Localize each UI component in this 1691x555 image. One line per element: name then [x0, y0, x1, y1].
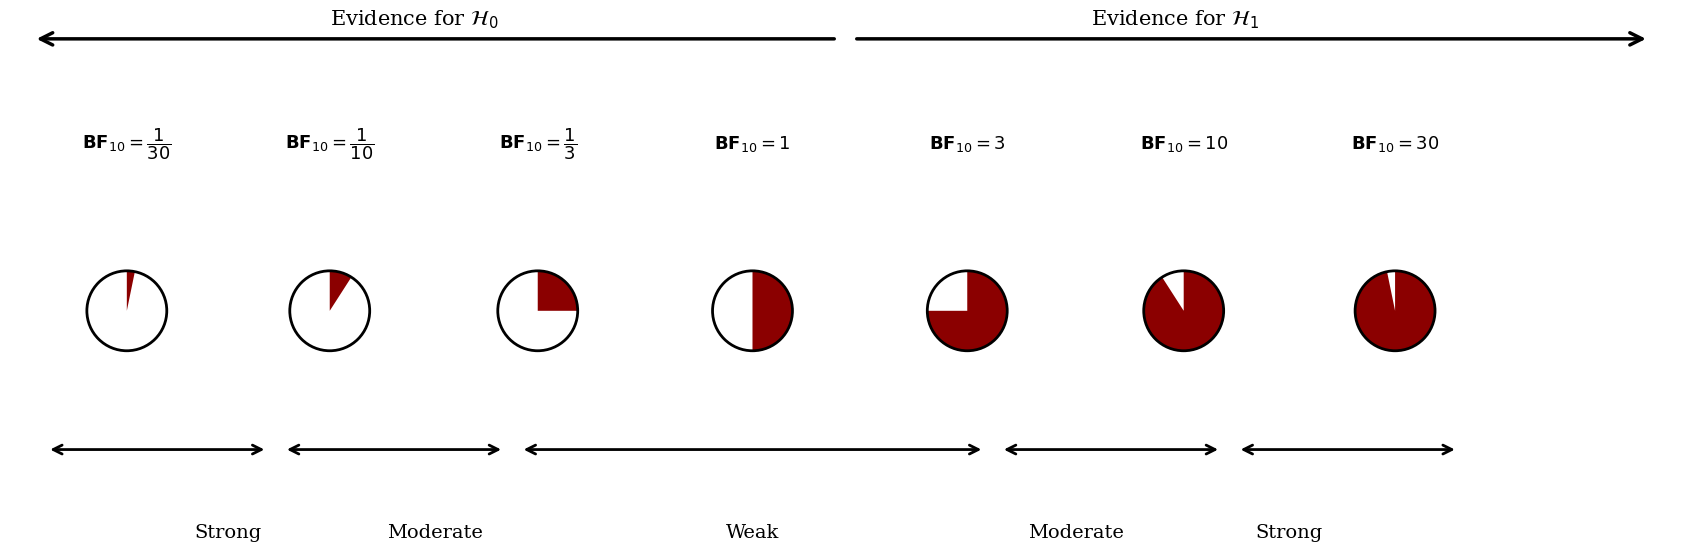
Text: Moderate: Moderate [1028, 524, 1123, 542]
Polygon shape [330, 271, 352, 311]
Text: $\mathbf{BF}_{10} = 1$: $\mathbf{BF}_{10} = 1$ [714, 134, 791, 154]
Polygon shape [752, 271, 793, 351]
Polygon shape [927, 271, 1008, 351]
Text: $\mathbf{BF}_{10} = \dfrac{1}{3}$: $\mathbf{BF}_{10} = \dfrac{1}{3}$ [499, 127, 577, 162]
Ellipse shape [289, 271, 370, 351]
Polygon shape [538, 271, 578, 311]
Text: $\mathbf{BF}_{10} = 3$: $\mathbf{BF}_{10} = 3$ [928, 134, 1006, 154]
Polygon shape [1143, 271, 1224, 351]
Text: Weak: Weak [725, 524, 780, 542]
Ellipse shape [1143, 271, 1224, 351]
Ellipse shape [497, 271, 578, 351]
Text: Evidence for $\mathcal{H}_1$: Evidence for $\mathcal{H}_1$ [1091, 8, 1260, 31]
Text: Strong: Strong [1255, 524, 1322, 542]
Ellipse shape [1354, 271, 1436, 351]
Ellipse shape [927, 271, 1008, 351]
Text: Evidence for $\mathcal{H}_0$: Evidence for $\mathcal{H}_0$ [330, 8, 499, 31]
Polygon shape [127, 271, 135, 311]
Text: $\mathbf{BF}_{10} = \dfrac{1}{10}$: $\mathbf{BF}_{10} = \dfrac{1}{10}$ [284, 127, 375, 162]
Text: $\mathbf{BF}_{10} = 10$: $\mathbf{BF}_{10} = 10$ [1140, 134, 1228, 154]
Ellipse shape [86, 271, 167, 351]
Text: Strong: Strong [194, 524, 262, 542]
Ellipse shape [712, 271, 793, 351]
Text: $\mathbf{BF}_{10} = \dfrac{1}{30}$: $\mathbf{BF}_{10} = \dfrac{1}{30}$ [81, 127, 172, 162]
Text: Moderate: Moderate [387, 524, 482, 542]
Polygon shape [1354, 271, 1436, 351]
Text: $\mathbf{BF}_{10} = 30$: $\mathbf{BF}_{10} = 30$ [1351, 134, 1439, 154]
